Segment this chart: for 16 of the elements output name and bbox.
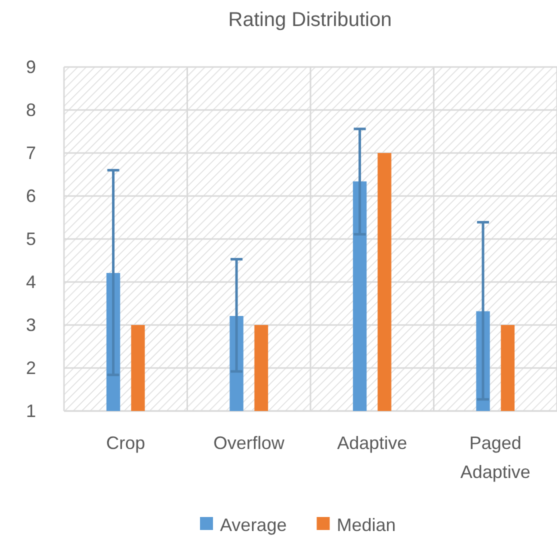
chart-title: Rating Distribution [228, 9, 392, 31]
y-tick-label: 6 [26, 186, 36, 206]
x-tick-label: Crop [106, 433, 146, 453]
legend-label: Median [336, 515, 396, 535]
y-tick-label: 8 [26, 100, 36, 120]
y-tick-label: 4 [26, 272, 36, 292]
x-tick-label: Paged Adaptive [460, 433, 530, 482]
legend-label: Average [220, 515, 287, 535]
y-tick-label: 7 [26, 142, 36, 163]
y-tick-label: 3 [26, 314, 36, 335]
y-tick-label: 1 [26, 400, 36, 421]
x-tick-label: Adaptive [337, 433, 408, 453]
y-tick-label: 5 [26, 228, 36, 249]
y-tick-label: 2 [26, 358, 36, 378]
y-tick-label: 9 [26, 56, 36, 77]
x-tick-label: Overflow [213, 433, 286, 453]
